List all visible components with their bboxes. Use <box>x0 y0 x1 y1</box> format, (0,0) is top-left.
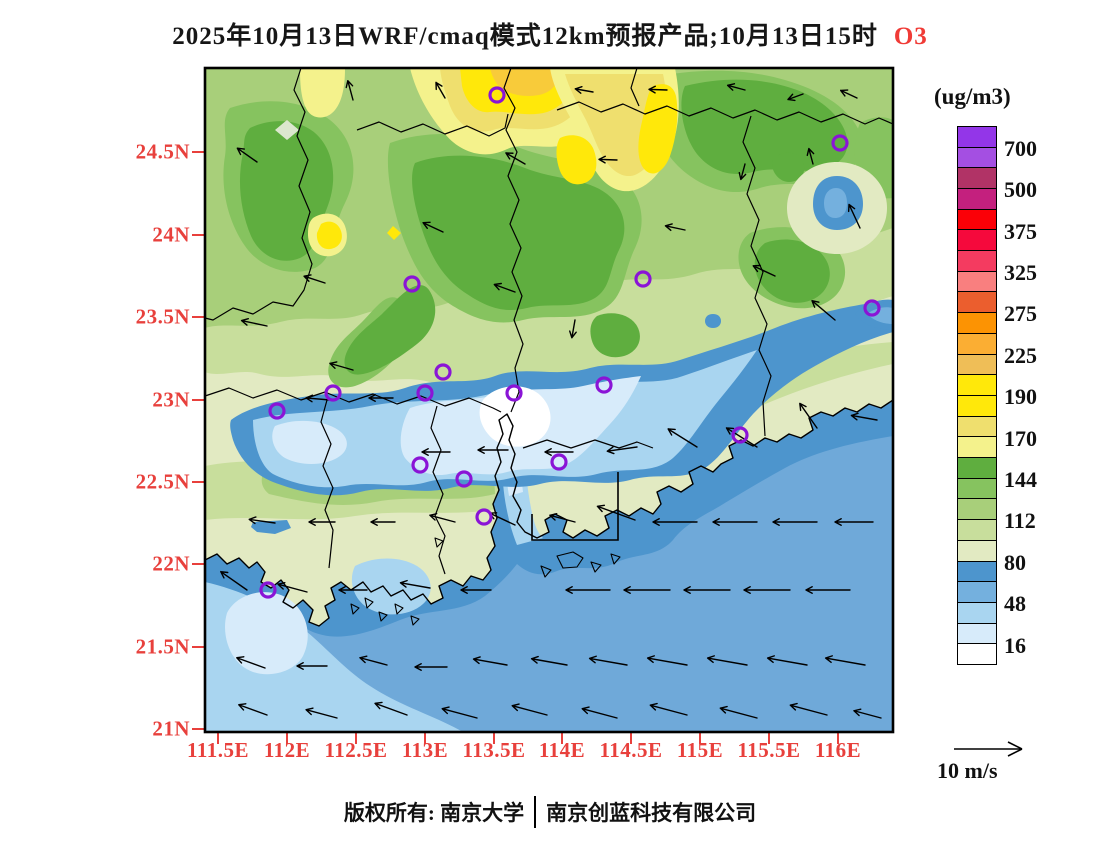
colorbar-cell <box>957 436 997 458</box>
lon-tick-label: 111.5E <box>187 738 249 763</box>
colorbar-cell <box>957 188 997 210</box>
colorbar-cell <box>957 457 997 479</box>
colorbar-cell <box>957 519 997 541</box>
colorbar-cell <box>957 333 997 355</box>
title-text: 2025年10月13日WRF/cmaq模式12km预报产品;10月13日15时 <box>172 23 878 50</box>
wind-scale-label: 10 m/s <box>937 758 998 784</box>
lon-tick-label: 114E <box>539 738 585 763</box>
lon-tick-label: 114.5E <box>599 738 662 763</box>
lat-tick-label: 21N <box>152 717 190 742</box>
colorbar-cell <box>957 271 997 293</box>
colorbar-units: (ug/m3) <box>934 84 1011 110</box>
colorbar-cell <box>957 643 997 665</box>
copyright-left: 版权所有: 南京大学 <box>344 797 524 827</box>
colorbar-cell <box>957 374 997 396</box>
colorbar-cell <box>957 354 997 376</box>
colorbar-tick-label: 170 <box>1004 426 1037 452</box>
colorbar-tick-label: 375 <box>1004 219 1037 245</box>
colorbar-cell <box>957 250 997 272</box>
colorbar-cell <box>957 209 997 231</box>
title-species-o3: O3 <box>894 23 928 50</box>
lon-tick-label: 113E <box>402 738 448 763</box>
colorbar-cell <box>957 498 997 520</box>
colorbar-cell <box>957 291 997 313</box>
colorbar-cell <box>957 147 997 169</box>
colorbar-cell <box>957 126 997 148</box>
lat-tick-label: 24.5N <box>136 140 190 165</box>
lon-tick-label: 113.5E <box>462 738 525 763</box>
colorbar-cell <box>957 581 997 603</box>
colorbar <box>957 127 997 665</box>
colorbar-tick-label: 275 <box>1004 301 1037 327</box>
footer-separator <box>534 796 536 828</box>
lat-tick-label: 23.5N <box>136 305 190 330</box>
wind-scale-arrow <box>948 736 1034 758</box>
colorbar-cell <box>957 561 997 583</box>
colorbar-cell <box>957 540 997 562</box>
lat-tick-label: 23N <box>152 388 190 413</box>
lon-tick-label: 116E <box>815 738 861 763</box>
colorbar-cell <box>957 478 997 500</box>
colorbar-cell <box>957 416 997 438</box>
colorbar-tick-label: 190 <box>1004 384 1037 410</box>
colorbar-cell <box>957 623 997 645</box>
lat-tick-label: 21.5N <box>136 635 190 660</box>
lon-tick-label: 115.5E <box>737 738 800 763</box>
lon-tick-label: 112.5E <box>324 738 387 763</box>
colorbar-tick-label: 500 <box>1004 177 1037 203</box>
colorbar-tick-label: 48 <box>1004 591 1026 617</box>
colorbar-tick-label: 80 <box>1004 550 1026 576</box>
colorbar-cell <box>957 312 997 334</box>
copyright-footer: 版权所有: 南京大学 南京创蓝科技有限公司 <box>0 796 1100 828</box>
colorbar-cell <box>957 167 997 189</box>
colorbar-tick-label: 112 <box>1004 508 1036 534</box>
lat-tick-label: 22N <box>152 552 190 577</box>
colorbar-tick-label: 225 <box>1004 343 1037 369</box>
lat-tick-label: 24N <box>152 223 190 248</box>
colorbar-cell <box>957 602 997 624</box>
lat-tick-label: 22.5N <box>136 470 190 495</box>
weather-forecast-page: 2025年10月13日WRF/cmaq模式12km预报产品;10月13日15时 O… <box>0 0 1100 850</box>
forecast-map-canvas <box>191 54 907 746</box>
lon-tick-label: 115E <box>677 738 723 763</box>
colorbar-tick-label: 700 <box>1004 136 1037 162</box>
copyright-right: 南京创蓝科技有限公司 <box>546 797 756 827</box>
page-title: 2025年10月13日WRF/cmaq模式12km预报产品;10月13日15时 O… <box>0 16 1100 52</box>
lon-tick-label: 112E <box>264 738 310 763</box>
colorbar-tick-label: 144 <box>1004 467 1037 493</box>
colorbar-cell <box>957 395 997 417</box>
colorbar-tick-label: 16 <box>1004 633 1026 659</box>
colorbar-cell <box>957 229 997 251</box>
colorbar-tick-label: 325 <box>1004 260 1037 286</box>
